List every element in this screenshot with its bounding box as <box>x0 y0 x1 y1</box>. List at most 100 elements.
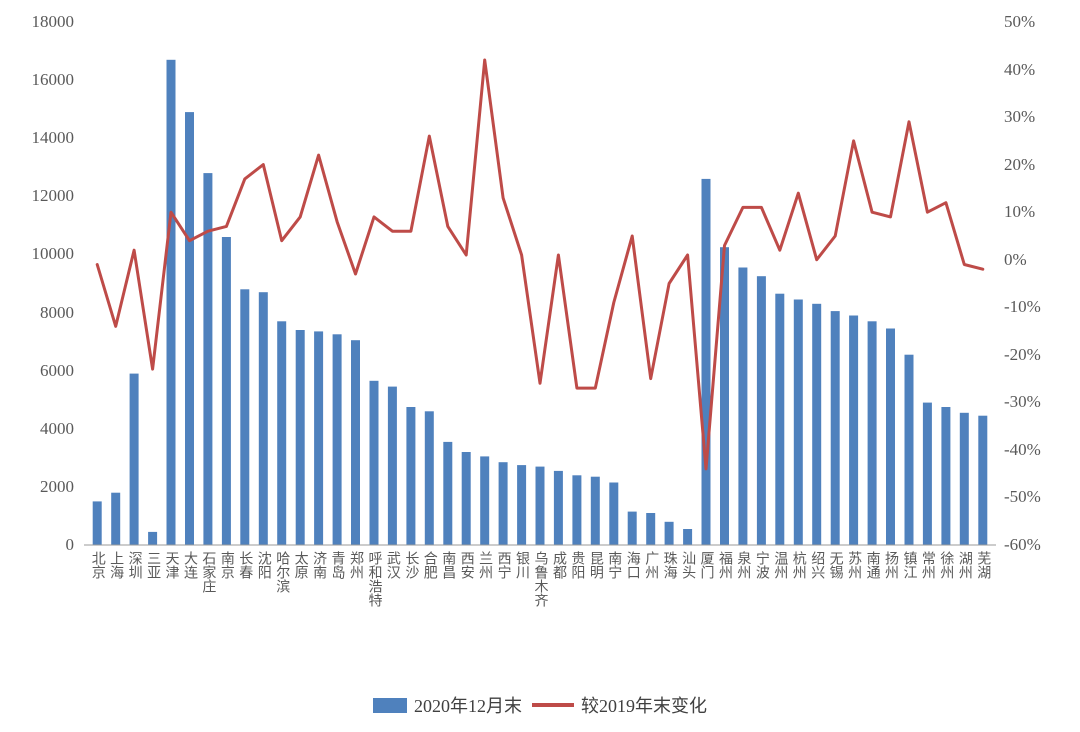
x-axis-label: 汕头 <box>680 551 696 579</box>
right-axis-tick: -50% <box>1004 487 1041 507</box>
line-series-swatch <box>532 703 574 707</box>
x-axis-label: 兰州 <box>477 551 493 579</box>
x-axis-label: 银川 <box>514 551 530 579</box>
left-axis-tick: 0 <box>65 535 75 554</box>
x-axis-label: 济南 <box>311 551 327 579</box>
bar <box>240 289 250 545</box>
bar <box>535 466 545 545</box>
line-series-label: 较2019年末变化 <box>581 696 707 716</box>
bar <box>922 402 932 545</box>
bar <box>221 237 231 545</box>
left-axis-tick: 12000 <box>31 186 75 206</box>
bar <box>590 476 600 545</box>
x-axis-label: 天津 <box>163 551 179 579</box>
bar <box>369 380 379 545</box>
bar <box>295 330 305 545</box>
right-axis-tick: 30% <box>1004 107 1036 127</box>
x-axis-label: 厦门 <box>698 551 714 579</box>
x-axis-label: 南京 <box>218 551 234 579</box>
bar <box>812 303 822 545</box>
bar <box>185 112 194 545</box>
x-axis-label: 湖州 <box>956 551 972 579</box>
x-axis-label: 呼和浩特 <box>366 551 382 607</box>
legend: 2020年12月末 较2019年末变化 <box>0 692 1080 718</box>
bar <box>978 415 988 545</box>
bar <box>148 531 158 545</box>
right-axis-tick: 20% <box>1004 154 1036 174</box>
x-axis-label: 温州 <box>772 551 788 579</box>
bar <box>904 354 914 545</box>
bar <box>517 465 527 545</box>
bar <box>720 247 729 545</box>
x-axis-label: 泉州 <box>735 551 751 579</box>
left-axis-tick: 8000 <box>40 302 74 322</box>
x-axis-label: 徐州 <box>938 551 954 579</box>
bar <box>129 373 139 545</box>
x-axis-label: 常州 <box>919 551 935 579</box>
bar <box>959 412 969 545</box>
x-axis-label: 北京 <box>89 551 105 579</box>
x-axis-label: 宁波 <box>753 551 769 579</box>
x-axis-label: 合肥 <box>421 551 437 579</box>
x-axis-label: 芜湖 <box>975 551 991 579</box>
legend-item-line: 较2019年末变化 <box>532 692 707 718</box>
bar <box>553 470 563 545</box>
x-axis-label: 贵阳 <box>569 551 585 579</box>
x-axis-label: 南宁 <box>606 551 622 579</box>
x-axis-label: 沈阳 <box>255 551 271 579</box>
bar <box>498 462 508 545</box>
bar <box>351 340 360 545</box>
right-axis-tick: -60% <box>1004 535 1041 554</box>
x-axis-label: 福州 <box>716 551 732 579</box>
x-axis-label: 青岛 <box>329 551 345 579</box>
bar <box>627 511 637 545</box>
bar <box>701 178 711 545</box>
x-axis-label: 珠海 <box>661 551 677 579</box>
x-axis-label: 西宁 <box>495 551 511 579</box>
x-axis-label: 扬州 <box>883 551 899 579</box>
x-axis-label: 无锡 <box>827 551 843 579</box>
bar-series-swatch <box>373 697 407 713</box>
bar <box>756 276 766 545</box>
bar <box>683 529 693 545</box>
bar <box>609 482 619 545</box>
left-axis-tick: 2000 <box>40 476 74 496</box>
right-axis-tick: -40% <box>1004 439 1041 459</box>
left-axis-tick: 14000 <box>31 128 75 148</box>
bar <box>332 334 342 545</box>
bar <box>443 441 453 545</box>
x-axis-label: 乌鲁木齐 <box>532 551 548 607</box>
x-axis-label: 上海 <box>108 551 124 579</box>
bar <box>867 321 877 545</box>
bar <box>738 267 748 545</box>
bar <box>646 513 656 545</box>
right-axis-tick: 50% <box>1004 12 1036 31</box>
left-axis-tick: 16000 <box>31 70 75 90</box>
bar <box>166 59 176 546</box>
bar-series-label: 2020年12月末 <box>414 696 522 716</box>
x-axis-label: 广州 <box>643 551 659 579</box>
x-axis-label: 南通 <box>864 551 880 579</box>
bar <box>461 452 471 545</box>
x-axis-label: 海口 <box>624 551 640 579</box>
x-axis-label: 大连 <box>181 551 197 579</box>
bar <box>572 475 582 545</box>
x-axis-label: 苏州 <box>846 551 862 579</box>
x-axis-label: 绍兴 <box>809 551 825 579</box>
x-axis-label: 长沙 <box>403 551 419 579</box>
x-axis-label: 深圳 <box>126 551 142 579</box>
right-axis-tick: 10% <box>1004 202 1036 222</box>
x-axis-label: 镇江 <box>901 551 917 579</box>
x-axis-label: 武汉 <box>384 551 400 579</box>
left-axis-tick: 10000 <box>31 244 75 264</box>
left-axis-tick: 4000 <box>40 418 74 438</box>
bar <box>387 386 397 545</box>
bar <box>793 299 803 545</box>
bar <box>406 407 416 545</box>
left-axis-tick: 18000 <box>31 12 75 31</box>
x-axis-label: 郑州 <box>348 551 363 579</box>
bar <box>314 331 324 545</box>
x-axis-label: 成都 <box>550 551 566 579</box>
x-axis-label: 太原 <box>292 551 308 579</box>
